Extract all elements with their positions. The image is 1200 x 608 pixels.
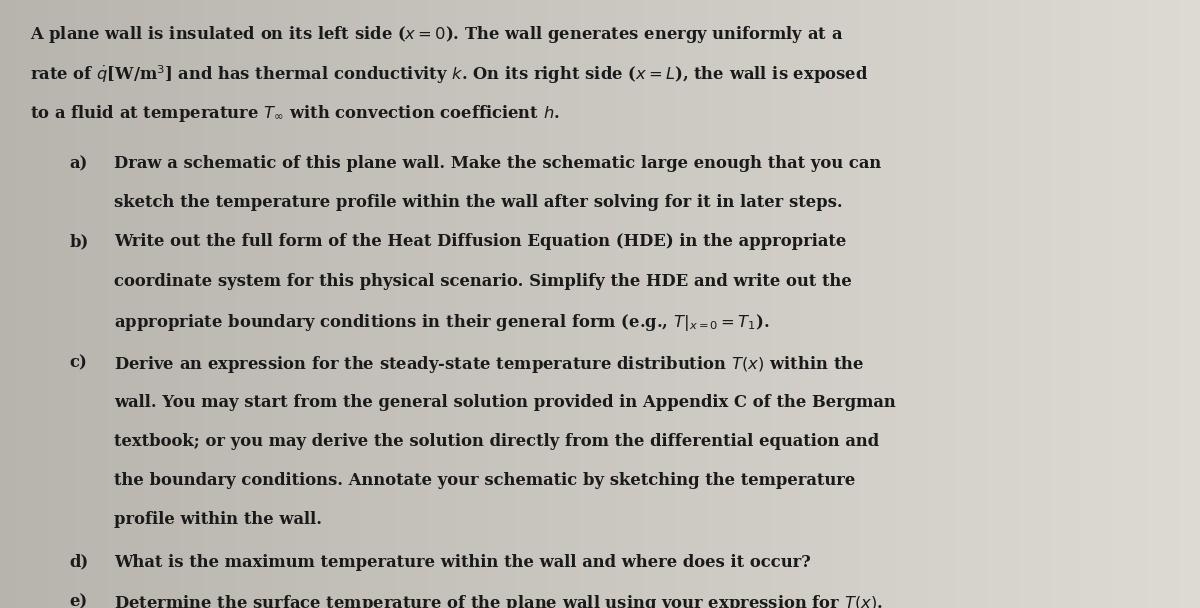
Text: A plane wall is insulated on its left side ($x = 0$). The wall generates energy : A plane wall is insulated on its left si… <box>30 24 844 46</box>
Text: e): e) <box>70 593 88 608</box>
Text: d): d) <box>70 554 89 571</box>
Text: c): c) <box>70 354 88 371</box>
Text: textbook; or you may derive the solution directly from the differential equation: textbook; or you may derive the solution… <box>114 433 880 450</box>
Text: Draw a schematic of this plane wall. Make the schematic large enough that you ca: Draw a schematic of this plane wall. Mak… <box>114 155 881 172</box>
Text: Derive an expression for the steady-state temperature distribution $T(x)$ within: Derive an expression for the steady-stat… <box>114 354 864 375</box>
Text: sketch the temperature profile within the wall after solving for it in later ste: sketch the temperature profile within th… <box>114 194 842 211</box>
Text: b): b) <box>70 233 89 250</box>
Text: profile within the wall.: profile within the wall. <box>114 511 322 528</box>
Text: What is the maximum temperature within the wall and where does it occur?: What is the maximum temperature within t… <box>114 554 811 571</box>
Text: a): a) <box>70 155 88 172</box>
Text: rate of $\dot{q}$[W/m$^3$] and has thermal conductivity $k$. On its right side (: rate of $\dot{q}$[W/m$^3$] and has therm… <box>30 63 868 86</box>
Text: appropriate boundary conditions in their general form (e.g., $T|_{x=0} = T_1$).: appropriate boundary conditions in their… <box>114 312 769 333</box>
Text: to a fluid at temperature $T_\infty$ with convection coefficient $h$.: to a fluid at temperature $T_\infty$ wit… <box>30 103 560 123</box>
Text: coordinate system for this physical scenario. Simplify the HDE and write out the: coordinate system for this physical scen… <box>114 272 852 289</box>
Text: wall. You may start from the general solution provided in Appendix C of the Berg: wall. You may start from the general sol… <box>114 393 895 410</box>
Text: Write out the full form of the Heat Diffusion Equation (HDE) in the appropriate: Write out the full form of the Heat Diff… <box>114 233 846 250</box>
Text: Determine the surface temperature of the plane wall using your expression for $T: Determine the surface temperature of the… <box>114 593 883 608</box>
Text: the boundary conditions. Annotate your schematic by sketching the temperature: the boundary conditions. Annotate your s… <box>114 472 856 489</box>
